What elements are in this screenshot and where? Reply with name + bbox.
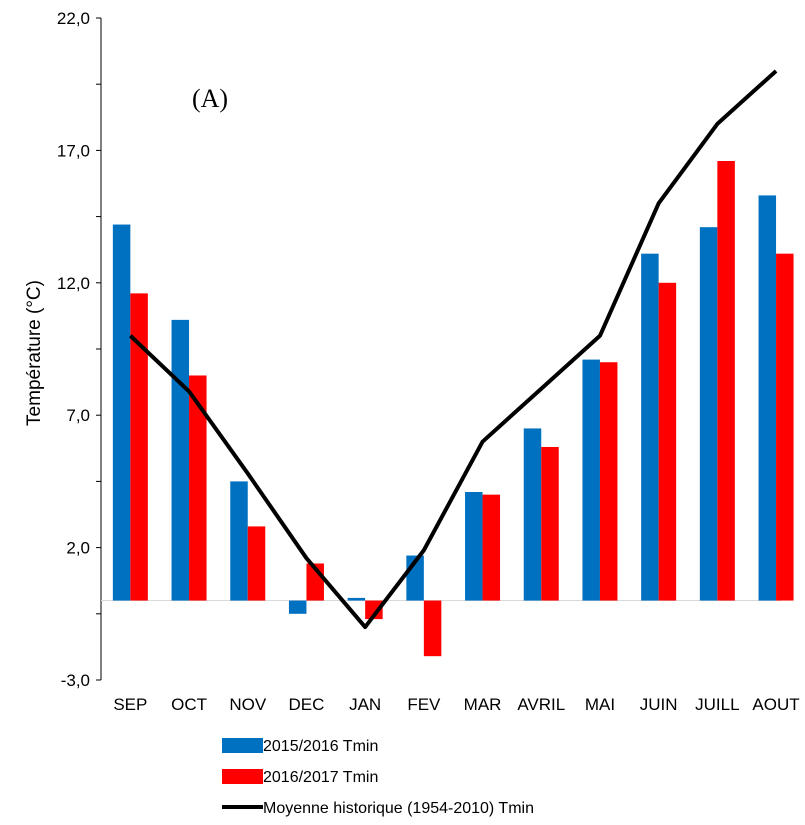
bar-2015-2016-tmin [112, 224, 131, 601]
y-axis-label: Température (°C) [24, 280, 45, 426]
legend: 2015/2016 Tmin 2016/2017 Tmin Moyenne hist… [222, 738, 534, 817]
bar-2016-2017-tmin [423, 600, 442, 657]
panel-label: (A) [192, 84, 228, 113]
line-series [128, 69, 778, 630]
y-tick-label: 12,0 [57, 274, 90, 293]
bar-2016-2017-tmin [541, 446, 559, 601]
bar-2015-2016-tmin [758, 195, 777, 601]
bar-2016-2017-tmin [482, 494, 501, 601]
bars [112, 160, 794, 657]
legend-swatch [222, 769, 263, 784]
bar-2015-2016-tmin [699, 227, 718, 601]
bar-2015-2016-tmin [288, 600, 307, 614]
x-tick-label: OCT [171, 695, 207, 714]
bar-2015-2016-tmin [582, 359, 600, 601]
bar-2016-2017-tmin [599, 362, 618, 601]
bar-2015-2016-tmin [347, 597, 366, 601]
y-tick-label: 7,0 [66, 406, 90, 425]
legend-label: 2016/2017 Tmin [263, 769, 378, 786]
x-tick-label: AOUT [752, 695, 799, 714]
bar-2015-2016-tmin [171, 319, 190, 601]
x-tick-label: JUIN [640, 695, 678, 714]
y-tick-label: 22,0 [57, 9, 90, 28]
bar-2015-2016-tmin [465, 491, 483, 601]
x-tick-label: SEP [113, 695, 147, 714]
x-tick-label: JUILL [695, 695, 739, 714]
y-tick-label: -3,0 [61, 671, 90, 690]
line-historical-mean [128, 69, 778, 630]
x-tick-label: MAR [464, 695, 502, 714]
bar-2015-2016-tmin [641, 253, 659, 601]
bar-2016-2017-tmin [189, 375, 207, 601]
labels: -3,0 2,0 7,0 12,0 17,0 22,0 SEP OCT NOV DEC JAN FEV… [57, 9, 800, 714]
legend-label: 2015/2016 Tmin [263, 738, 378, 755]
bar-2016-2017-tmin [717, 160, 735, 601]
bar-2016-2017-tmin [247, 526, 266, 601]
bar-2015-2016-tmin [230, 481, 248, 601]
x-tick-label: MAI [585, 695, 615, 714]
legend-label: Moyenne historique (1954-2010) Tmin [263, 800, 534, 817]
x-tick-label: AVRIL [517, 695, 565, 714]
bar-2016-2017-tmin [365, 600, 383, 620]
bar-2016-2017-tmin [130, 293, 148, 601]
legend-swatch [222, 738, 263, 753]
y-tick-label: 17,0 [57, 141, 90, 160]
y-tick-label: 2,0 [66, 539, 90, 558]
x-tick-label: FEV [407, 695, 441, 714]
bar-2015-2016-tmin [523, 428, 542, 601]
x-tick-label: NOV [229, 695, 267, 714]
x-tick-label: JAN [349, 695, 381, 714]
x-tick-label: DEC [288, 695, 324, 714]
bar-2016-2017-tmin [776, 253, 794, 601]
bar-2016-2017-tmin [658, 282, 677, 601]
